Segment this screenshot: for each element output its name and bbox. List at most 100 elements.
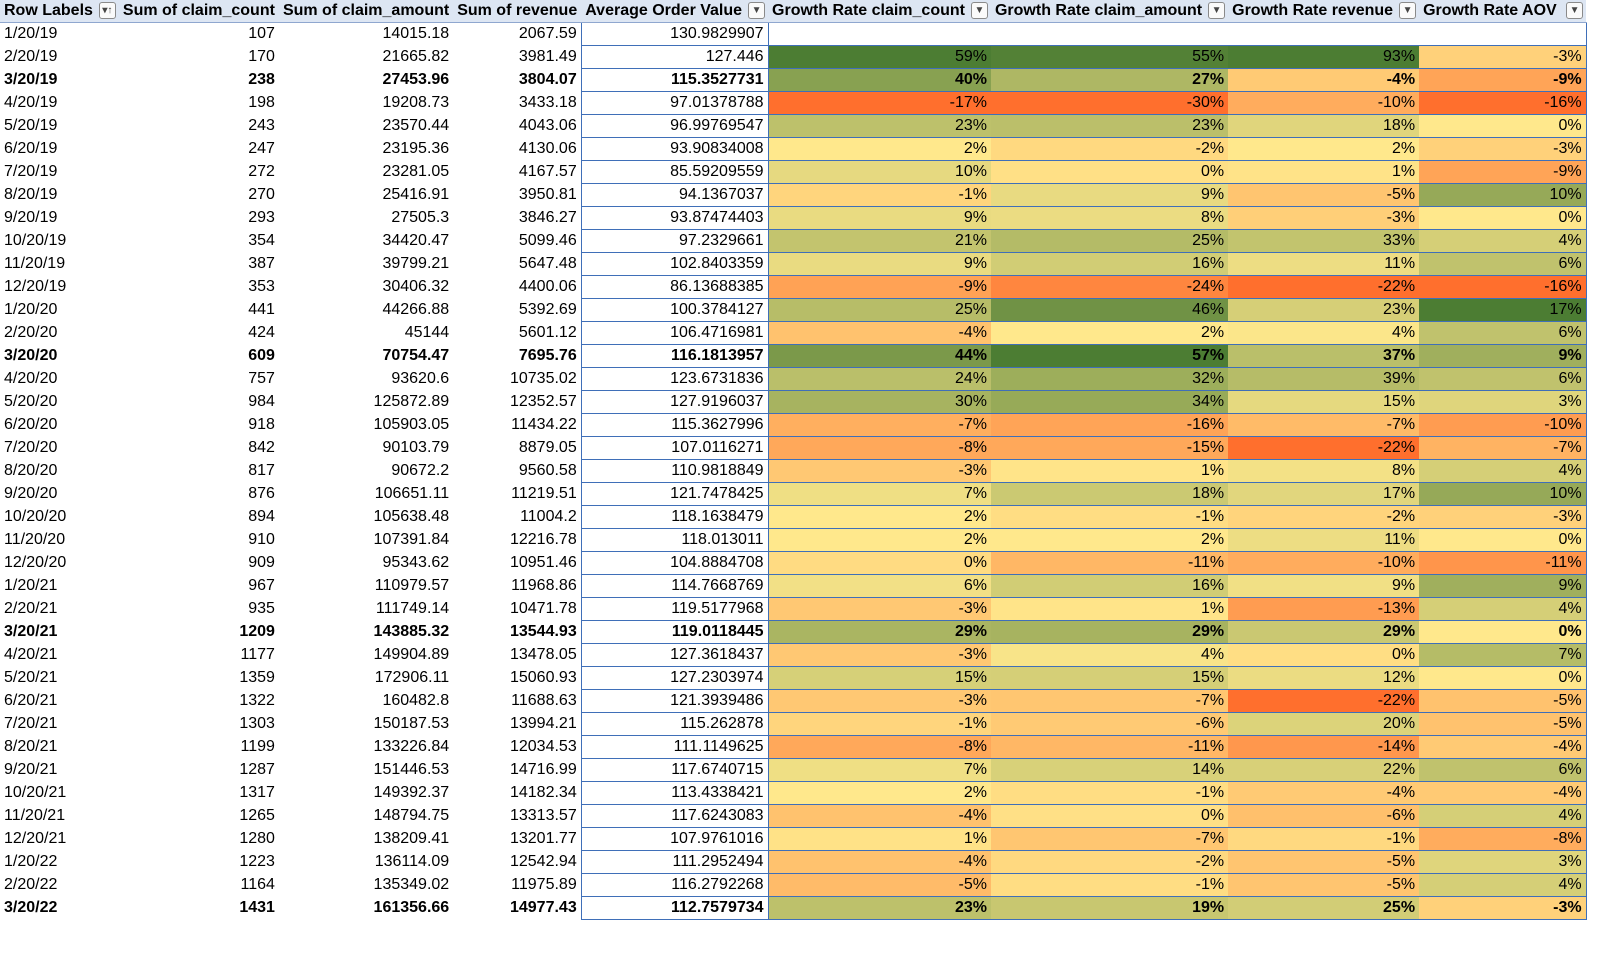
- growth-revenue-cell[interactable]: 11%: [1228, 252, 1420, 276]
- row-label-cell[interactable]: 5/20/20: [4, 393, 58, 410]
- revenue-cell[interactable]: 11004.2: [520, 508, 577, 525]
- growth-claim-amount-cell[interactable]: 2%: [990, 528, 1229, 552]
- claim-count-cell[interactable]: 817: [248, 462, 275, 479]
- row-label-cell[interactable]: 7/20/19: [4, 163, 58, 180]
- growth-aov-cell[interactable]: -9%: [1419, 160, 1587, 184]
- growth-claim-amount-cell[interactable]: 14%: [990, 758, 1229, 782]
- claim-count-cell[interactable]: 354: [248, 232, 275, 249]
- claim-amount-cell[interactable]: 39799.21: [382, 255, 450, 272]
- table-row[interactable]: 9/20/20 876 106651.11 11219.51 121.7478425 7%…: [0, 482, 1587, 506]
- table-row[interactable]: 9/20/21 1287 151446.53 14716.99 117.6740715 7…: [0, 758, 1587, 782]
- growth-claim-count-cell[interactable]: -3%: [768, 689, 991, 713]
- growth-claim-amount-cell[interactable]: -30%: [990, 91, 1229, 115]
- revenue-cell[interactable]: 3846.27: [518, 209, 577, 226]
- growth-revenue-cell[interactable]: 15%: [1228, 390, 1420, 414]
- growth-claim-amount-cell[interactable]: 46%: [990, 298, 1229, 322]
- gr-aov-header[interactable]: Growth Rate AOV ▼: [1419, 0, 1587, 23]
- growth-revenue-cell[interactable]: 29%: [1228, 620, 1420, 644]
- growth-aov-cell[interactable]: -3%: [1419, 505, 1587, 529]
- growth-revenue-cell[interactable]: -2%: [1228, 505, 1420, 529]
- claim-amount-cell[interactable]: 95343.62: [382, 554, 450, 571]
- claim-count-cell[interactable]: 1359: [239, 669, 275, 686]
- dropdown-arrow-icon[interactable]: ▼: [1399, 2, 1417, 19]
- row-label-cell[interactable]: 10/20/19: [4, 232, 67, 249]
- growth-claim-amount-cell[interactable]: 25%: [990, 229, 1229, 253]
- revenue-cell[interactable]: 14977.43: [509, 899, 577, 916]
- claim-count-cell[interactable]: 243: [248, 117, 275, 134]
- sum-revenue-header[interactable]: Sum of revenue: [453, 0, 582, 23]
- table-row[interactable]: 5/20/20 984 125872.89 12352.57 127.9196037 30…: [0, 390, 1587, 414]
- growth-claim-count-cell[interactable]: 29%: [768, 620, 991, 644]
- claim-amount-cell[interactable]: 23570.44: [382, 117, 450, 134]
- revenue-cell[interactable]: 11968.86: [511, 577, 577, 594]
- claim-amount-cell[interactable]: 23195.36: [382, 140, 450, 157]
- claim-count-cell[interactable]: 1209: [239, 623, 275, 640]
- aov-cell[interactable]: 115.3527731: [580, 68, 769, 92]
- dropdown-arrow-icon[interactable]: ▼: [1566, 2, 1584, 19]
- growth-claim-amount-cell[interactable]: -7%: [990, 689, 1229, 713]
- growth-aov-cell[interactable]: 7%: [1419, 643, 1587, 667]
- table-row[interactable]: 12/20/21 1280 138209.41 13201.77 107.9761016…: [0, 827, 1587, 851]
- revenue-cell[interactable]: 3950.81: [518, 186, 577, 203]
- growth-claim-count-cell[interactable]: -5%: [768, 873, 991, 897]
- revenue-cell[interactable]: 7695.76: [518, 347, 577, 364]
- claim-amount-cell[interactable]: 138209.41: [373, 830, 450, 847]
- claim-amount-cell[interactable]: 93620.6: [391, 370, 450, 387]
- row-label-cell[interactable]: 6/20/20: [4, 416, 58, 433]
- growth-claim-amount-cell[interactable]: 32%: [990, 367, 1229, 391]
- aov-cell[interactable]: 123.6731836: [580, 367, 769, 391]
- growth-claim-count-cell[interactable]: -9%: [768, 275, 991, 299]
- table-row[interactable]: 4/20/21 1177 149904.89 13478.05 127.3618437-…: [0, 643, 1587, 667]
- aov-cell[interactable]: 117.6243083: [580, 804, 769, 828]
- row-label-cell[interactable]: 9/20/19: [4, 209, 58, 226]
- revenue-cell[interactable]: 11434.22: [511, 416, 577, 433]
- claim-amount-cell[interactable]: 90103.79: [382, 439, 450, 456]
- revenue-cell[interactable]: 5601.12: [518, 324, 577, 341]
- claim-count-cell[interactable]: 170: [248, 48, 275, 65]
- claim-count-cell[interactable]: 1287: [239, 761, 275, 778]
- growth-claim-amount-cell[interactable]: 8%: [990, 206, 1229, 230]
- revenue-cell[interactable]: 5392.69: [518, 301, 577, 318]
- growth-aov-cell[interactable]: 0%: [1419, 206, 1587, 230]
- row-label-cell[interactable]: 5/20/19: [4, 117, 58, 134]
- row-label-cell[interactable]: 7/20/21: [4, 715, 58, 732]
- revenue-cell[interactable]: 14716.99: [509, 761, 577, 778]
- growth-revenue-cell[interactable]: -1%: [1228, 827, 1420, 851]
- filter-sort-icon[interactable]: ▾↑: [98, 2, 116, 19]
- growth-claim-amount-cell[interactable]: -11%: [990, 551, 1229, 575]
- aov-cell[interactable]: 130.9829907: [580, 22, 769, 46]
- growth-aov-cell[interactable]: -11%: [1419, 551, 1587, 575]
- growth-aov-cell[interactable]: 4%: [1419, 459, 1587, 483]
- row-label-cell[interactable]: 4/20/21: [4, 646, 58, 663]
- growth-revenue-cell[interactable]: -4%: [1228, 781, 1420, 805]
- row-label-cell[interactable]: 1/20/21: [4, 577, 58, 594]
- row-label-cell[interactable]: 6/20/21: [4, 692, 58, 709]
- growth-claim-count-cell[interactable]: 2%: [768, 781, 991, 805]
- row-label-cell[interactable]: 10/20/21: [4, 784, 67, 801]
- growth-claim-amount-cell[interactable]: 0%: [990, 804, 1229, 828]
- revenue-cell[interactable]: 4130.06: [518, 140, 577, 157]
- growth-claim-count-cell[interactable]: 23%: [768, 896, 991, 920]
- growth-revenue-cell[interactable]: -22%: [1228, 689, 1420, 713]
- row-label-cell[interactable]: 11/20/20: [4, 531, 66, 548]
- claim-amount-cell[interactable]: 125872.89: [373, 393, 450, 410]
- claim-amount-cell[interactable]: 110979.57: [374, 577, 450, 594]
- growth-claim-count-cell[interactable]: 44%: [768, 344, 991, 368]
- growth-claim-amount-cell[interactable]: 1%: [990, 597, 1229, 621]
- growth-claim-amount-cell[interactable]: 27%: [990, 68, 1229, 92]
- claim-amount-cell[interactable]: 106651.11: [374, 485, 450, 502]
- aov-cell[interactable]: 115.3627996: [580, 413, 769, 437]
- growth-claim-amount-cell[interactable]: 23%: [990, 114, 1229, 138]
- row-label-cell[interactable]: 4/20/19: [4, 94, 58, 111]
- aov-cell[interactable]: 93.87474403: [580, 206, 769, 230]
- growth-claim-amount-cell[interactable]: 57%: [990, 344, 1229, 368]
- table-row[interactable]: 3/20/21 1209 143885.32 13544.93 119.0118445 2…: [0, 620, 1587, 644]
- growth-claim-count-cell[interactable]: 40%: [768, 68, 991, 92]
- row-label-cell[interactable]: 7/20/20: [4, 439, 58, 456]
- aov-cell[interactable]: 107.9761016: [580, 827, 769, 851]
- claim-count-cell[interactable]: 272: [248, 163, 275, 180]
- growth-claim-amount-cell[interactable]: 2%: [990, 321, 1229, 345]
- growth-revenue-cell[interactable]: -7%: [1228, 413, 1420, 437]
- row-label-cell[interactable]: 3/20/22: [4, 899, 58, 916]
- claim-amount-cell[interactable]: 135349.02: [373, 876, 450, 893]
